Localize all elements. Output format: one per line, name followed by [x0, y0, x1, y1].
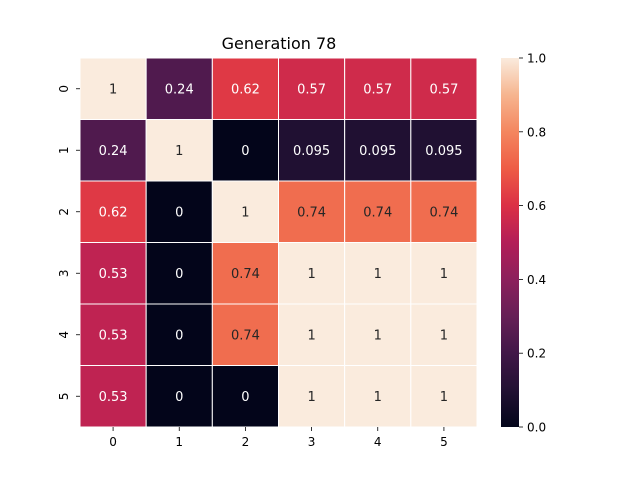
heatmap-cell	[278, 57, 346, 120]
cell-value-label: 0	[175, 267, 183, 282]
cell-value-label: 0	[241, 144, 249, 159]
cell-value-label: 0.62	[231, 82, 260, 97]
cell-value-label: 0.57	[363, 82, 392, 97]
cell-value-label: 0.53	[99, 267, 128, 282]
x-tick-label: 2	[242, 435, 250, 449]
cell-value-label: 0.24	[99, 144, 128, 159]
heatmap-cell	[410, 119, 478, 182]
chart-title: Generation 78	[222, 34, 337, 53]
heatmap-cell	[410, 180, 478, 243]
colorbar-tick-label: 0.8	[527, 125, 546, 139]
cell-value-label: 1	[374, 267, 382, 282]
cell-value-label: 0.095	[425, 144, 462, 159]
colorbar-tick-label: 0.2	[527, 347, 546, 361]
cell-value-label: 0	[241, 390, 249, 405]
heatmap-cell	[278, 303, 346, 366]
x-tick-label: 4	[374, 435, 382, 449]
heatmap-cell	[211, 303, 279, 366]
colorbar-tick-label: 0.6	[527, 199, 546, 213]
cell-value-label: 0.62	[99, 205, 128, 220]
cell-value-label: 1	[307, 267, 315, 282]
colorbar-gradient	[501, 58, 519, 427]
cell-value-label: 0.095	[359, 144, 396, 159]
y-tick-label: 1	[57, 146, 71, 154]
heatmap-cell	[211, 242, 279, 305]
cell-value-label: 0.57	[297, 82, 326, 97]
cell-value-label: 1	[374, 390, 382, 405]
colorbar-tick-label: 1.0	[527, 52, 546, 66]
heatmap-cell	[145, 242, 213, 305]
colorbar: 0.0 0.2 0.4 0.6 0.8 1.0	[501, 52, 546, 435]
cell-value-label: 0	[175, 205, 183, 220]
heatmap-cell	[344, 303, 412, 366]
heatmap-cell	[410, 57, 478, 120]
x-tick-label: 3	[308, 435, 316, 449]
cell-value-label: 1	[307, 328, 315, 343]
cell-value-label: 1	[440, 328, 448, 343]
x-tick-label: 1	[175, 435, 183, 449]
y-tick-label: 2	[57, 208, 71, 216]
x-tick-label: 0	[109, 435, 117, 449]
cell-value-label: 1	[440, 390, 448, 405]
cell-value-label: 0	[175, 390, 183, 405]
y-tick-label: 5	[57, 392, 71, 400]
heatmap-cell	[145, 119, 213, 182]
heatmap-cell	[211, 57, 279, 120]
cell-value-label: 1	[175, 144, 183, 159]
x-tick-label: 5	[440, 435, 448, 449]
heatmap-cell	[278, 242, 346, 305]
heatmap-cell	[410, 365, 478, 428]
heatmap-cell	[79, 242, 147, 305]
heatmap-cell	[278, 119, 346, 182]
x-axis: 0 1 2 3 4 5	[109, 427, 448, 449]
heatmap-cell	[79, 365, 147, 428]
cell-value-label: 0.095	[293, 144, 330, 159]
heatmap-cell	[410, 242, 478, 305]
cell-value-label: 1	[241, 205, 249, 220]
cell-value-label: 0.57	[429, 82, 458, 97]
heatmap-cell	[145, 57, 213, 120]
heatmap-cell	[344, 242, 412, 305]
cell-value-label: 0	[175, 328, 183, 343]
heatmap-cell	[79, 303, 147, 366]
heatmap-cell	[79, 57, 147, 120]
heatmap-cell-labels: 1 0.24 0.62 0.57 0.57 0.57 0.24 1 0 0.095 0.095 0.0…	[99, 82, 463, 405]
y-tick-label: 0	[57, 85, 71, 93]
cell-value-label: 1	[109, 82, 117, 97]
cell-value-label: 1	[307, 390, 315, 405]
cell-value-label: 0.74	[363, 205, 392, 220]
heatmap-cell	[145, 180, 213, 243]
cell-value-label: 0.53	[99, 328, 128, 343]
cell-value-label: 0.53	[99, 390, 128, 405]
heatmap-cells	[79, 57, 478, 428]
y-tick-label: 4	[57, 331, 71, 339]
cell-value-label: 0.74	[429, 205, 458, 220]
heatmap-cell	[278, 180, 346, 243]
cell-value-label: 1	[374, 328, 382, 343]
cell-value-label: 0.74	[231, 328, 260, 343]
heatmap-cell	[410, 303, 478, 366]
cell-value-label: 0.74	[231, 267, 260, 282]
y-axis: 0 1 2 3 4 5	[57, 85, 80, 400]
cell-value-label: 0.24	[165, 82, 194, 97]
colorbar-tick-label: 0.4	[527, 273, 546, 287]
cell-value-label: 0.74	[297, 205, 326, 220]
cell-value-label: 1	[440, 267, 448, 282]
y-tick-label: 3	[57, 269, 71, 277]
heatmap-cell	[344, 180, 412, 243]
colorbar-tick-label: 0.0	[527, 421, 546, 435]
